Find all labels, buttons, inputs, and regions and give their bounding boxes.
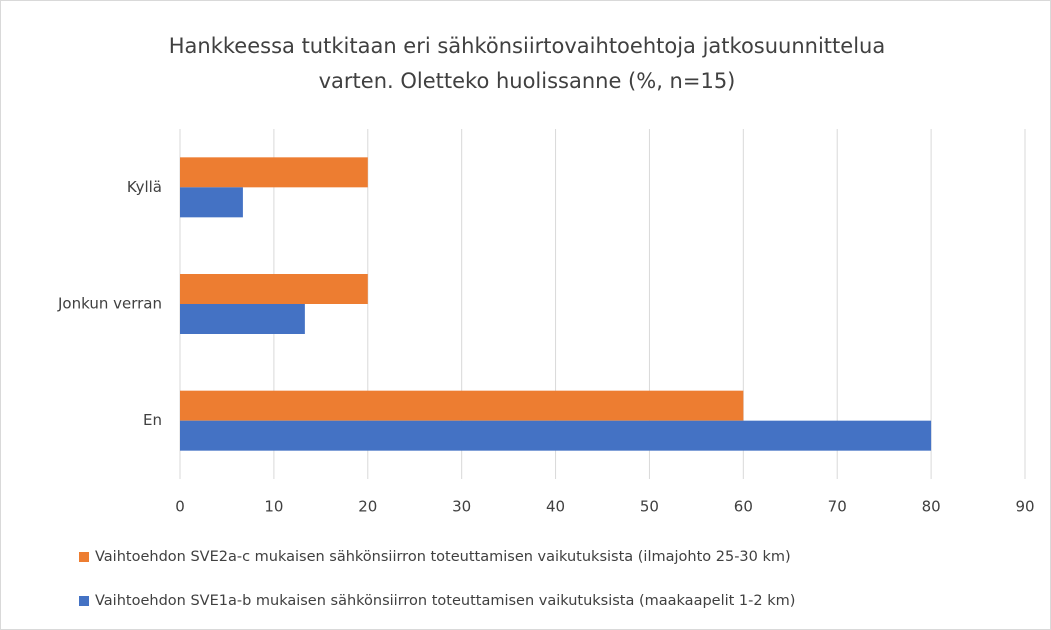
legend-swatch	[79, 552, 89, 562]
y-tick-label: Jonkun verran	[57, 295, 162, 313]
bar	[180, 157, 368, 188]
chart-title: varten. Oletteko huolissanne (%, n=15)	[319, 69, 736, 93]
chart-title: Hankkeessa tutkitaan eri sähkönsiirtovai…	[169, 34, 885, 58]
x-tick-label: 80	[922, 498, 941, 516]
x-tick-label: 10	[264, 498, 283, 516]
legend-label: Vaihtoehdon SVE2a-c mukaisen sähkönsiirr…	[95, 549, 791, 565]
bar	[180, 274, 368, 304]
x-tick-label: 90	[1015, 498, 1034, 516]
x-tick-label: 60	[734, 498, 753, 516]
bar	[180, 390, 744, 421]
x-tick-label: 40	[546, 498, 565, 516]
x-tick-label: 20	[358, 498, 377, 516]
y-tick-label: En	[143, 411, 162, 429]
bar	[180, 420, 932, 451]
legend-label: Vaihtoehdon SVE1a-b mukaisen sähkönsiirr…	[95, 593, 795, 609]
y-tick-label: Kyllä	[127, 178, 162, 196]
bar	[180, 304, 305, 334]
x-tick-label: 70	[828, 498, 847, 516]
x-tick-label: 50	[640, 498, 659, 516]
legend-swatch	[79, 596, 89, 606]
bar	[180, 187, 243, 218]
x-tick-label: 30	[452, 498, 471, 516]
x-tick-label: 0	[175, 498, 185, 516]
